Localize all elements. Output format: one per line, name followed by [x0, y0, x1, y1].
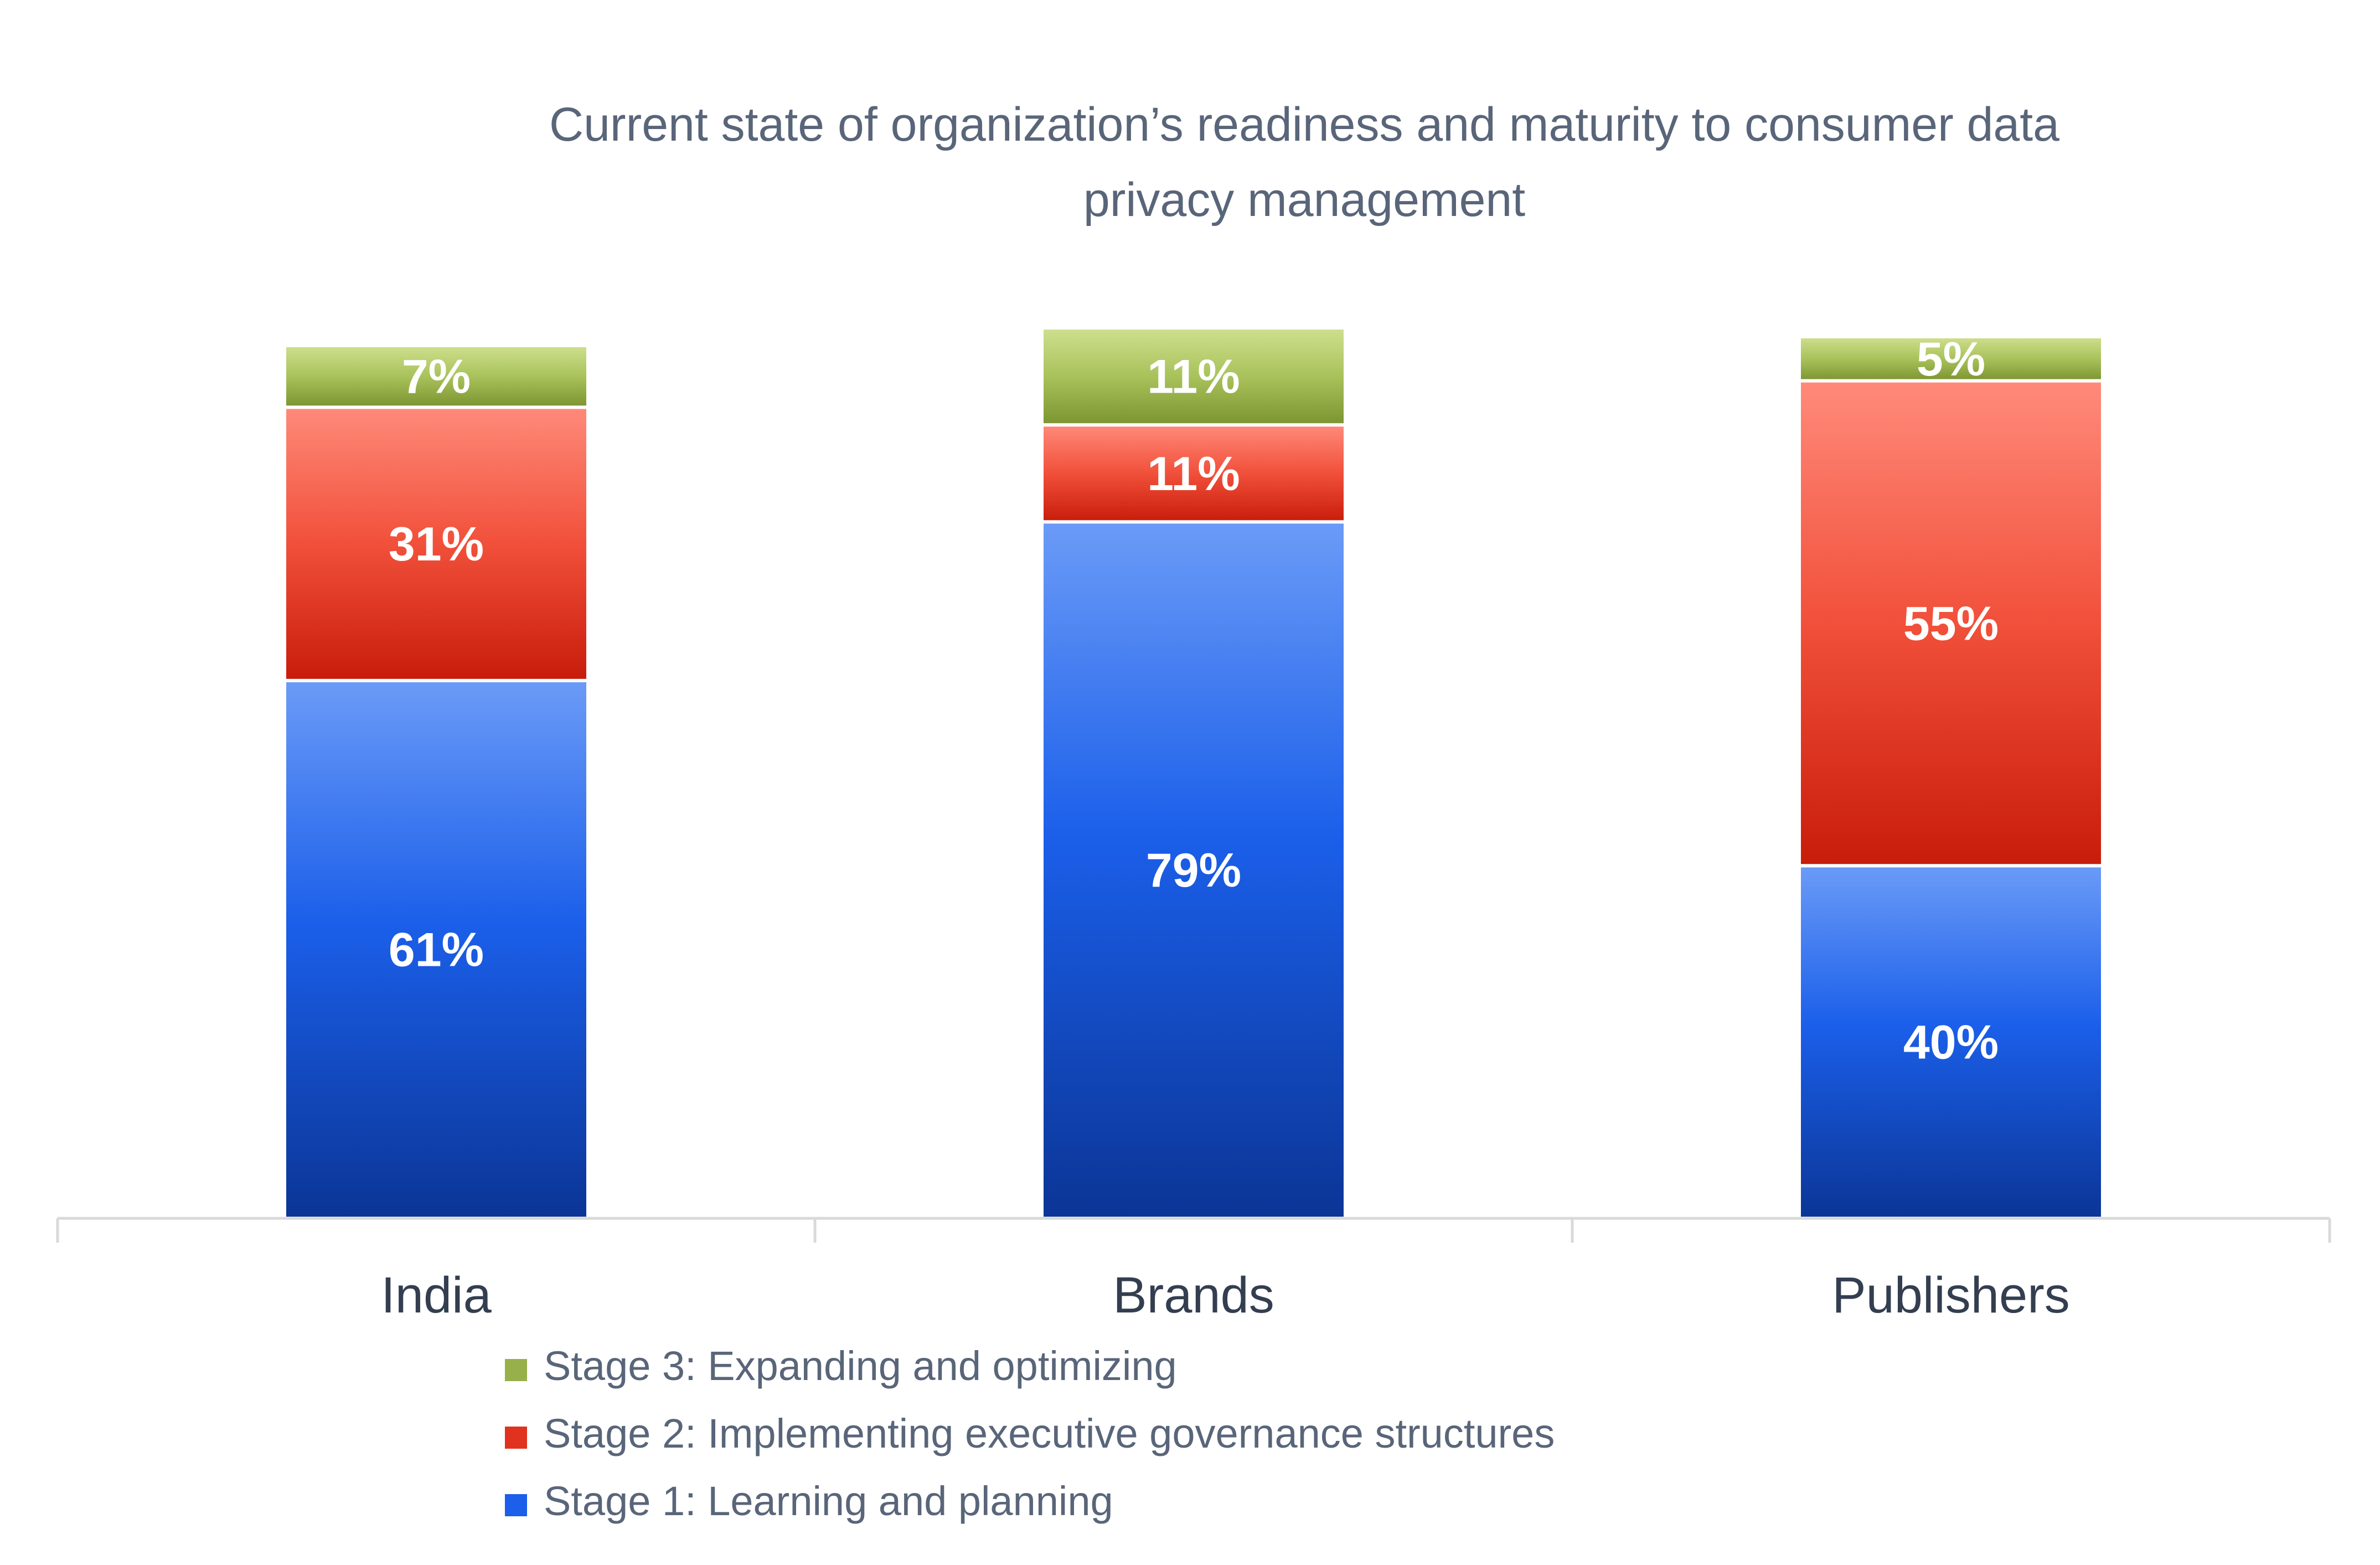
category-labels: India Brands Publishers: [381, 1267, 2070, 1324]
data-label-india-stage2: 31%: [389, 518, 484, 571]
data-label-india-stage3: 7%: [402, 351, 471, 404]
legend-label-stage3: Stage 3: Expanding and optimizing: [544, 1343, 1177, 1389]
legend-swatch-stage1: [505, 1494, 527, 1516]
data-label-publishers-stage2: 55%: [1903, 597, 1999, 650]
bar-segment-brands-stage2: [1040, 423, 1347, 524]
legend-swatch-stage3: [505, 1359, 527, 1381]
data-label-brands-stage1: 79%: [1146, 844, 1241, 897]
category-label-india: India: [381, 1267, 492, 1324]
bar-segment-publishers-stage3: [1798, 335, 2104, 383]
category-label-publishers: Publishers: [1832, 1267, 2070, 1324]
data-label-brands-stage2: 11%: [1147, 447, 1240, 501]
data-label-publishers-stage3: 5%: [1917, 333, 1985, 386]
chart-title-line-2: privacy management: [1083, 173, 1525, 226]
bar-segment-india-stage3: [283, 343, 590, 409]
bar-segment-brands-stage3: [1040, 326, 1347, 427]
data-label-india-stage1: 61%: [389, 923, 484, 976]
category-label-brands: Brands: [1113, 1267, 1274, 1324]
x-axis: [56, 1217, 2331, 1243]
bar-segment-brands-stage1: [1040, 520, 1347, 1221]
legend: Stage 3: Expanding and optimizing Stage 2…: [505, 1343, 1555, 1524]
bar-segment-india-stage2: [283, 405, 590, 682]
legend-swatch-stage2: [505, 1427, 527, 1449]
bars-group: 61% 31% 7% 79% 11% 11% 40% 55% 5%: [283, 326, 2104, 1221]
bar-segment-publishers-stage2: [1798, 379, 2104, 868]
data-label-publishers-stage1: 40%: [1903, 1016, 1999, 1069]
bar-segment-india-stage1: [283, 678, 590, 1220]
legend-label-stage1: Stage 1: Learning and planning: [544, 1478, 1113, 1524]
legend-label-stage2: Stage 2: Implementing executive governan…: [544, 1410, 1555, 1456]
chart-title: Current state of organization’s readines…: [549, 98, 2059, 226]
data-label-brands-stage3: 11%: [1147, 351, 1240, 404]
chart-title-line-1: Current state of organization’s readines…: [549, 98, 2059, 151]
